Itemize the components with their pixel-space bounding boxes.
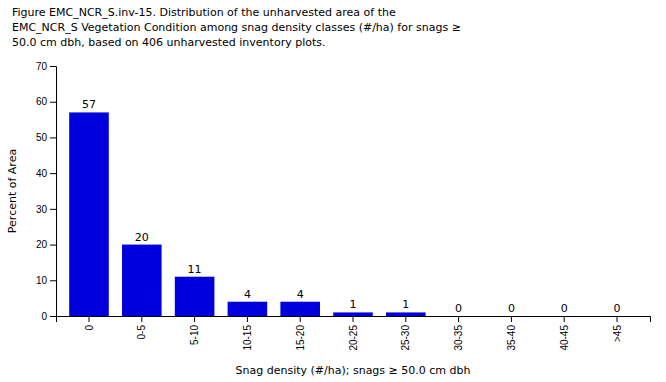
- x-tick-mark: [89, 316, 90, 322]
- y-tick-mark: [50, 245, 56, 246]
- y-tick-label: 20: [36, 239, 48, 250]
- x-tick-mark: [511, 316, 512, 322]
- x-tick-mark: [247, 316, 248, 322]
- bar: [544, 316, 584, 317]
- title: Figure EMC_NCR_S.inv-15. Distribution of…: [12, 6, 396, 19]
- y-tick: 0: [41, 311, 56, 322]
- x-tick: 0-5: [136, 316, 147, 339]
- y-axis-line: [50, 67, 57, 317]
- x-tick-label: 0: [84, 325, 95, 331]
- x-tick: 15-20: [295, 316, 306, 351]
- y-tick-mark: [50, 102, 56, 103]
- x-tick-mark: [405, 316, 406, 322]
- title: EMC_NCR_S Vegetation Condition among sna…: [12, 21, 461, 34]
- y-tick-mark: [50, 280, 56, 281]
- data-label: 11: [188, 263, 202, 276]
- y-tick: 30: [36, 204, 56, 215]
- x-axis: 0 0-5 5-10 10-15 15-20 20-25 25-30 30-35 35-40 40…: [57, 316, 651, 351]
- x-tick-mark: [194, 316, 195, 322]
- x-tick-label: 0-5: [136, 325, 147, 340]
- x-tick-mark: [141, 316, 142, 322]
- y-tick: 20: [36, 239, 56, 250]
- data-label: 57: [82, 98, 96, 111]
- x-tick: 40-45: [559, 316, 570, 351]
- x-tick: 10-15: [242, 316, 253, 351]
- bar: [175, 277, 215, 316]
- y-tick: 60: [36, 96, 56, 107]
- x-tick-mark: [353, 316, 354, 322]
- bar: [69, 112, 109, 316]
- y-tick-mark: [50, 316, 56, 317]
- y-tick-mark: [50, 137, 56, 138]
- x-axis-line: [57, 317, 651, 323]
- y-tick-label: 0: [41, 311, 47, 322]
- bar: [122, 245, 162, 316]
- x-tick-label: 10-15: [242, 325, 253, 351]
- y-tick: 70: [36, 61, 56, 72]
- bar: [280, 302, 320, 316]
- x-tick-label: 30-35: [453, 325, 464, 351]
- x-tick-label: 5-10: [189, 325, 200, 345]
- x-tick-label: >45: [612, 325, 623, 342]
- data-label: 4: [297, 288, 304, 301]
- y-tick: 10: [36, 275, 56, 286]
- y-tick: 40: [36, 168, 56, 179]
- y-tick-label: 60: [36, 96, 48, 107]
- x-tick-mark: [458, 316, 459, 322]
- y-tick-mark: [50, 66, 56, 67]
- x-tick: 30-35: [453, 316, 464, 351]
- y-axis: 0 10 20 30 40 50 60 70: [36, 61, 57, 322]
- x-tick: 20-25: [348, 316, 359, 351]
- x-tick-mark: [564, 316, 565, 322]
- data-label: 4: [244, 288, 251, 301]
- x-tick-mark: [300, 316, 301, 322]
- x-tick-label: 35-40: [506, 325, 517, 351]
- x-tick-label: 25-30: [400, 325, 411, 351]
- x-tick-mark: [617, 316, 618, 322]
- data-label: 0: [455, 302, 462, 315]
- bar: [439, 316, 479, 317]
- data-labels: 57201144110000: [82, 98, 621, 315]
- title: 50.0 cm dbh, based on 406 unharvested in…: [12, 36, 325, 49]
- y-tick-label: 50: [36, 132, 48, 143]
- x-tick-label: 15-20: [295, 325, 306, 351]
- x-tick-label: 20-25: [348, 325, 359, 351]
- x-tick: 0: [84, 316, 95, 331]
- data-label: 1: [350, 298, 357, 311]
- y-tick-label: 30: [36, 204, 48, 215]
- y-tick: 50: [36, 132, 56, 143]
- x-tick: >45: [612, 316, 623, 342]
- y-axis-title: Percent of Area: [6, 149, 19, 233]
- data-label: 0: [614, 302, 621, 315]
- y-tick-label: 10: [36, 275, 48, 286]
- data-label: 0: [508, 302, 515, 315]
- x-tick: 5-10: [189, 316, 200, 345]
- y-tick-mark: [50, 173, 56, 174]
- bar: [386, 312, 426, 316]
- bar: [333, 312, 373, 316]
- data-label: 1: [402, 298, 409, 311]
- bar: [597, 316, 637, 317]
- x-axis-title: Snag density (#/ha); snags ≥ 50.0 cm dbh: [236, 364, 471, 377]
- data-label: 20: [135, 231, 149, 244]
- x-tick: 35-40: [506, 316, 517, 351]
- x-tick: 25-30: [400, 316, 411, 351]
- plot-area: 5720114411000000-55-1010-1515-2020-2525-…: [36, 61, 651, 351]
- chart-svg: Figure EMC_NCR_S.inv-15. Distribution of…: [0, 0, 666, 382]
- y-tick-label: 70: [36, 61, 48, 72]
- y-tick-mark: [50, 209, 56, 210]
- bars: [69, 112, 425, 316]
- bar: [492, 316, 532, 317]
- data-label: 0: [561, 302, 568, 315]
- x-tick-label: 40-45: [559, 325, 570, 351]
- y-tick-label: 40: [36, 168, 48, 179]
- title-group: Figure EMC_NCR_S.inv-15. Distribution of…: [12, 6, 461, 49]
- bar: [228, 302, 268, 316]
